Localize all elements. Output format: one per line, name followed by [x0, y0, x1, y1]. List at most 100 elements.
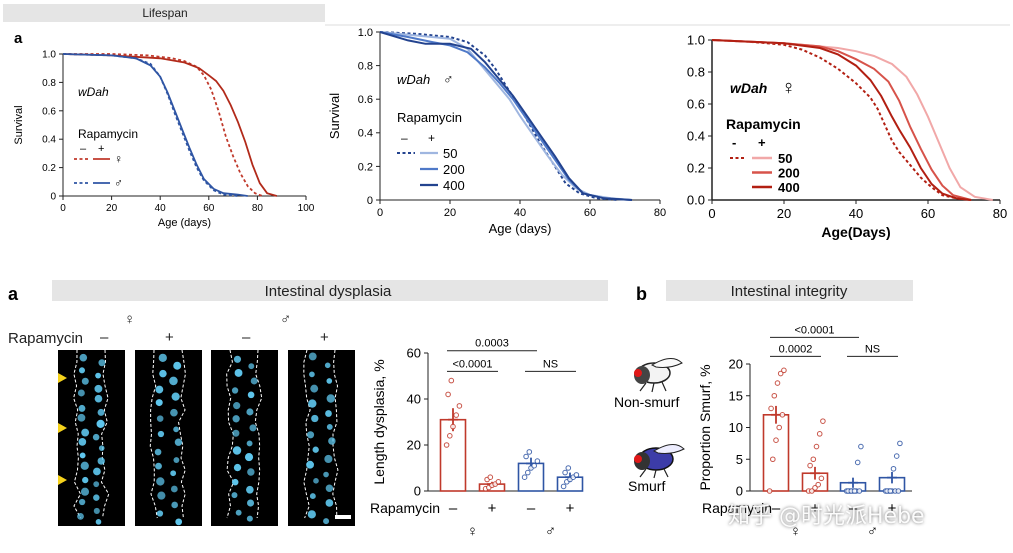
nucleus	[233, 402, 241, 410]
legend-dose-label: 400	[443, 178, 465, 193]
data-point	[893, 453, 900, 459]
smurf-bar-chart: 0 5 10 15 20 Proportion Smurf, % – + – + Rapamycin…	[697, 324, 912, 540]
genotype-label: wDah	[78, 85, 109, 99]
significance-label: <0.0001	[452, 358, 492, 370]
nucleus	[78, 367, 86, 374]
nucleus	[246, 440, 253, 447]
micro-col1-sign: –	[100, 329, 109, 346]
y-tick-label: 0.2	[358, 161, 373, 173]
x-category-label: –	[449, 500, 458, 517]
x-category-label: +	[888, 500, 897, 517]
y-tick-label: 0.6	[358, 94, 373, 106]
sex-symbol: ♀	[781, 77, 796, 99]
nucleus	[155, 462, 162, 470]
nucleus	[93, 467, 101, 476]
gut-outline-right	[254, 350, 263, 519]
legend-sex-symbol: ♀	[114, 152, 123, 166]
group-label-male: ♂	[867, 523, 878, 540]
dysplasia-bar-chart: 0 20 40 60 Length dysplasia, % – + – + Rapamycin ♀…	[370, 338, 584, 540]
y-tick-label: 0.8	[358, 60, 373, 72]
data-point	[858, 443, 864, 450]
y-tick-label: 10	[729, 420, 743, 435]
data-point	[487, 474, 494, 480]
data-point	[766, 488, 773, 494]
data-point	[562, 469, 568, 476]
y-tick-label: 0	[50, 192, 56, 203]
nucleus	[79, 353, 88, 362]
y-tick-label: 1.0	[358, 27, 373, 39]
data-point	[573, 472, 580, 478]
nucleus	[248, 363, 255, 370]
y-tick-label: 40	[407, 392, 421, 407]
y-tick-label: 15	[729, 388, 743, 403]
x-axis-label: Age (days)	[489, 221, 552, 236]
nucleus	[158, 353, 167, 362]
nucleus	[157, 430, 165, 438]
x-tick-label: 0	[377, 207, 383, 219]
y-tick-label: 0.2	[687, 161, 705, 176]
smurf-fly-icon	[634, 444, 685, 479]
x-category-label: +	[566, 500, 575, 517]
nucleus	[313, 477, 319, 484]
nucleus	[77, 389, 85, 397]
x-category-label: +	[488, 500, 497, 517]
nucleus	[306, 460, 314, 469]
nucleus	[310, 384, 319, 393]
data-point	[895, 488, 902, 494]
x-tick-label: 80	[252, 203, 264, 214]
legend-sign-plus: +	[758, 135, 766, 150]
data-point	[447, 433, 453, 439]
nucleus	[170, 408, 178, 417]
nucleus	[93, 481, 100, 488]
nucleus	[95, 519, 102, 525]
data-point	[453, 412, 459, 418]
nucleus	[233, 355, 242, 363]
watermark: 知乎 @时光派Hebe	[728, 504, 925, 529]
x-tick-label: 60	[921, 206, 935, 221]
x-tick-label: 40	[514, 207, 526, 219]
nucleus	[246, 485, 254, 494]
data-point	[854, 459, 861, 466]
nucleus	[80, 487, 90, 496]
panel-label-b: b	[636, 284, 647, 304]
bar	[762, 414, 790, 492]
nucleus	[246, 515, 253, 522]
x-tick-label: 20	[444, 207, 456, 219]
nucleus	[169, 376, 178, 386]
data-point	[560, 483, 567, 490]
legend-dose-label: 200	[443, 162, 465, 177]
nucleus	[171, 501, 178, 509]
data-point	[448, 377, 455, 384]
y-tick-label: 0	[367, 195, 373, 207]
x-category-label: –	[772, 500, 781, 517]
nucleus	[94, 384, 103, 393]
series-line-400	[379, 31, 633, 201]
micro-male-symbol: ♂	[280, 311, 292, 328]
dysplasia-band	[52, 280, 608, 301]
y-tick-label: 20	[729, 357, 743, 372]
x-tick-label: 60	[203, 203, 215, 214]
lifespan-male-dose-chart: 0 20 40 60 80 0 0.2 0.4 0.6 0.8 1.0 Age (days) Survi…	[327, 27, 666, 236]
nucleus	[323, 471, 329, 478]
nucleus	[79, 452, 86, 459]
y-tick-label: 0.4	[358, 128, 373, 140]
gut-outline-left	[149, 350, 158, 519]
genotype-label: wDah	[397, 72, 430, 87]
scale-bar	[335, 515, 351, 519]
micro-background	[58, 350, 125, 526]
nucleus	[246, 499, 255, 507]
series-line-	[62, 53, 248, 197]
integrity-header: Intestinal integrity	[731, 283, 848, 300]
gut-outline-right	[178, 350, 186, 519]
nucleus	[78, 438, 87, 446]
nucleus	[78, 404, 86, 412]
legend-sign-plus: +	[428, 131, 435, 145]
legend-dose-label: 200	[778, 166, 800, 181]
x-tick-label: 0	[60, 203, 66, 214]
y-tick-label: 1.0	[42, 50, 56, 61]
data-point	[445, 391, 451, 398]
data-point	[813, 443, 820, 450]
y-tick-label: 60	[407, 346, 421, 361]
nucleus	[170, 485, 178, 493]
nucleus	[232, 415, 240, 423]
